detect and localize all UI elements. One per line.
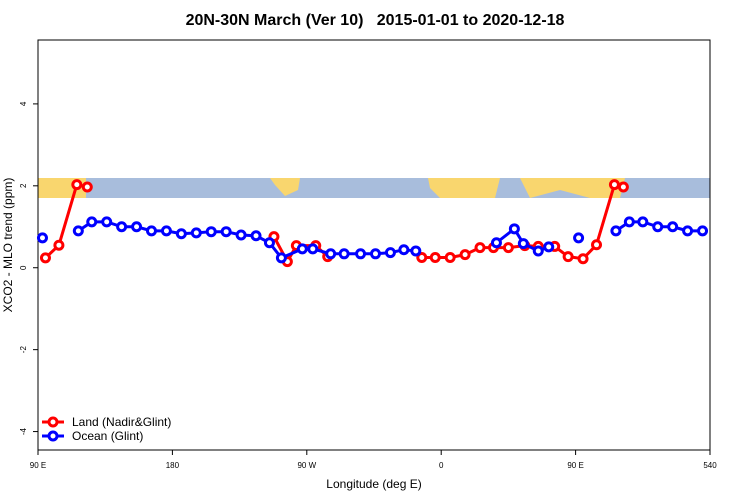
point — [416, 251, 428, 263]
point — [682, 225, 694, 237]
y-tick-label: -2 — [19, 346, 28, 354]
chart-title: 20N-30N March (Ver 10) 2015-01-01 to 202… — [186, 12, 565, 29]
x-axis-label: Longitude (deg E) — [326, 477, 421, 491]
point — [220, 226, 232, 238]
point — [410, 245, 422, 257]
point — [369, 248, 381, 260]
point — [573, 232, 585, 244]
point — [275, 252, 287, 264]
point — [623, 216, 635, 228]
point — [517, 238, 529, 250]
y-tick-label: 4 — [19, 101, 28, 106]
point — [429, 251, 441, 263]
point — [459, 249, 471, 261]
legend-marker — [47, 430, 59, 442]
plot-frame — [37, 39, 711, 451]
legend-label: Land (Nadir&Glint) — [72, 415, 171, 429]
point — [325, 248, 337, 260]
point — [72, 225, 84, 237]
point — [175, 228, 187, 240]
point — [652, 221, 664, 233]
point — [250, 230, 262, 242]
point — [263, 237, 275, 249]
point — [39, 252, 51, 264]
point — [160, 225, 172, 237]
point — [532, 245, 544, 257]
point — [296, 243, 308, 255]
point — [71, 179, 83, 191]
point — [86, 216, 98, 228]
y-axis-label: XCO2 - MLO trend (ppm) — [1, 178, 15, 313]
point — [608, 179, 620, 191]
point — [591, 239, 603, 251]
point — [131, 221, 143, 233]
y-tick-label: -4 — [19, 427, 28, 435]
point — [577, 253, 589, 265]
point — [444, 251, 456, 263]
y-tick-label: 2 — [19, 183, 28, 188]
point — [490, 237, 502, 249]
point — [398, 244, 410, 256]
point — [101, 216, 113, 228]
x-tick-label: 90 E — [567, 461, 583, 470]
point — [205, 226, 217, 238]
point — [508, 223, 520, 235]
point — [543, 241, 555, 253]
point — [190, 227, 202, 239]
legend-marker — [47, 416, 59, 428]
point — [81, 181, 93, 193]
legend-label: Ocean (Glint) — [72, 429, 143, 443]
point — [384, 247, 396, 259]
point — [36, 232, 48, 244]
point — [502, 242, 514, 254]
x-tick-label: 90 W — [297, 461, 316, 470]
point — [667, 221, 679, 233]
point — [307, 243, 319, 255]
point — [338, 248, 350, 260]
point — [235, 229, 247, 241]
point — [145, 225, 157, 237]
point — [617, 181, 629, 193]
x-tick-label: 0 — [439, 461, 444, 470]
x-tick-label: 540 — [703, 461, 717, 470]
point — [116, 221, 128, 233]
point — [355, 248, 367, 260]
x-tick-label: 90 E — [30, 461, 46, 470]
point — [637, 216, 649, 228]
point — [562, 251, 574, 263]
point — [610, 225, 622, 237]
point — [697, 225, 709, 237]
point — [53, 239, 65, 251]
point — [474, 242, 486, 254]
y-tick-label: 0 — [19, 265, 28, 270]
x-tick-label: 180 — [166, 461, 180, 470]
